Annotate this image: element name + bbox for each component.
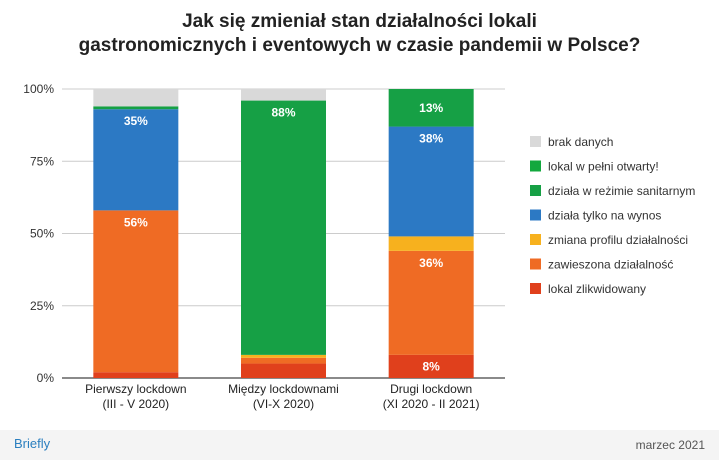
y-tick-label: 50% [30,227,54,241]
y-tick-label: 0% [37,371,55,385]
data-label: 56% [124,215,148,229]
chart-title-line-2: gastronomicznych i eventowych w czasie p… [78,35,641,56]
chart-title: Jak się zmieniał stan działalności lokal… [0,10,719,58]
x-category-label: (XI 2020 - II 2021) [383,397,480,411]
bar-segment [241,89,326,101]
y-tick-label: 25% [30,299,54,313]
bar-segment [93,372,179,378]
chart-title-line-1: Jak się zmieniał stan działalności lokal… [182,11,537,32]
bar-segment [93,89,179,107]
data-label: 38% [419,132,443,146]
legend-label: lokal zlikwidowany [548,282,646,296]
brand-logo: Briefly [14,436,51,451]
legend-label: brak danych [548,135,613,149]
legend-label: działa w reżimie sanitarnym [548,184,695,198]
legend-swatch [530,283,541,294]
bar-segment [93,106,179,110]
y-tick-label: 100% [23,82,54,96]
bar-segment [241,357,326,364]
bar-segment [388,250,474,355]
y-tick-label: 75% [30,154,54,168]
legend-swatch [530,258,541,270]
x-category-label: Pierwszy lockdown [85,382,186,396]
bar-segment [241,354,326,358]
bar-segment [388,126,474,237]
legend-swatch [530,234,541,245]
legend-swatch [530,185,541,196]
bar-segment [93,210,179,373]
x-category-label: (VI-X 2020) [253,397,314,411]
x-category-label: Między lockdownami [228,382,339,396]
data-label: 36% [419,256,443,270]
x-category-label: (III - V 2020) [102,397,169,411]
bar-segment [388,236,474,251]
stacked-bar-chart: 0% 25% 50% 75% 100% 56% 35% Pierwszy lockdown(I… [23,82,695,411]
bar-segment [93,109,179,211]
legend-label: działa tylko na wynos [548,209,661,223]
bar-segment [241,363,326,378]
bar-segment [388,89,474,127]
data-label: 13% [419,101,443,115]
publication-date: marzec 2021 [635,438,705,452]
legend-label: zawieszona działalność [548,258,673,272]
data-label: 8% [422,359,440,373]
x-category-label: Drugi lockdown [390,382,472,396]
legend-label: lokal w pełni otwarty! [548,160,659,174]
bar-segment [388,354,474,378]
legend-swatch [530,160,541,172]
data-label: 35% [124,114,148,128]
legend-label: zmiana profilu działalności [548,233,688,247]
legend-swatch [530,136,541,147]
legend-swatch [530,209,541,221]
data-label: 88% [271,106,295,120]
bar-segment [241,100,326,355]
